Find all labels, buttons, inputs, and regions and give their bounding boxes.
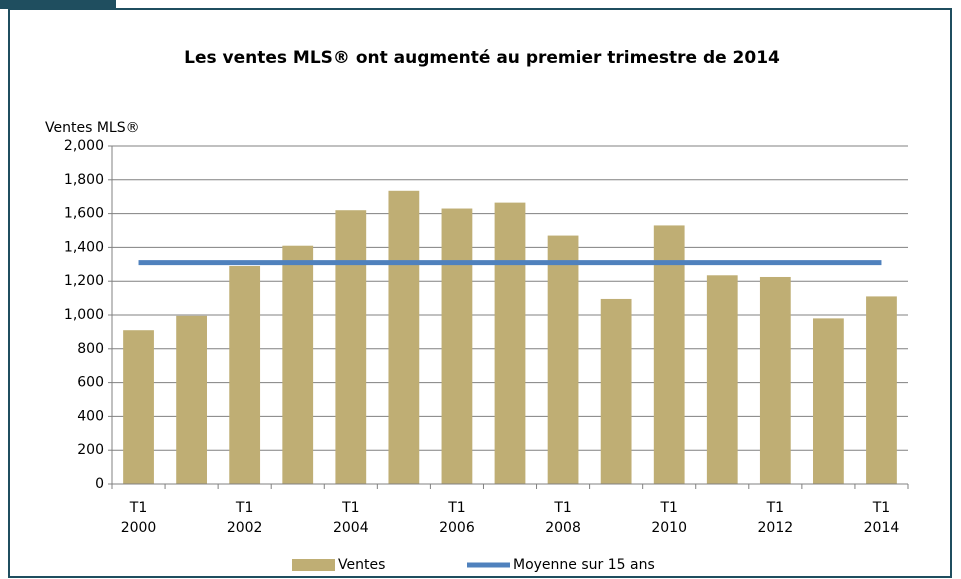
y-tick-label: 1,600 [64,206,104,222]
y-tick-label: 600 [77,375,104,391]
y-tick-label: 1,000 [64,307,104,323]
legend-label: Moyenne sur 15 ans [513,557,655,573]
x-tick-label: T1 2012 [757,500,794,536]
x-tick-label: T1 2014 [863,500,900,536]
y-tick-label: 200 [77,442,104,458]
y-axis-label: Ventes MLS® [45,120,140,136]
y-tick-label: 800 [77,341,104,357]
x-tick-label: T1 2002 [226,500,263,536]
y-tick-label: 1,800 [64,172,104,188]
y-tick-label: 400 [77,408,104,424]
bar [335,210,367,484]
bar [706,275,738,484]
bar [282,245,314,484]
bar [813,318,844,484]
y-tick-label: 0 [95,476,104,492]
bar [653,225,685,484]
x-tick-label: T1 2000 [120,500,157,536]
bar [388,190,420,484]
bar [759,276,791,484]
bar [494,202,526,485]
bar [123,330,154,484]
x-tick-label: T1 2008 [545,500,581,536]
bar [176,315,207,484]
x-tick-label: T1 2010 [651,500,687,536]
frame [8,8,952,578]
bar [600,298,632,484]
x-tick-label: T1 2006 [439,500,475,536]
y-tick-label: 1,400 [64,239,104,255]
x-tick-label: T1 2004 [332,500,369,536]
bar [441,208,473,484]
y-tick-label: 1,200 [64,273,104,289]
bar [866,296,897,484]
legend-label: Ventes [338,557,385,573]
bar [547,235,579,484]
y-tick-label: 2,000 [64,138,104,154]
chart-title: Les ventes MLS® ont augmenté au premier … [184,48,780,68]
legend-swatch [292,559,335,571]
tab [0,0,116,9]
bar [229,265,261,484]
